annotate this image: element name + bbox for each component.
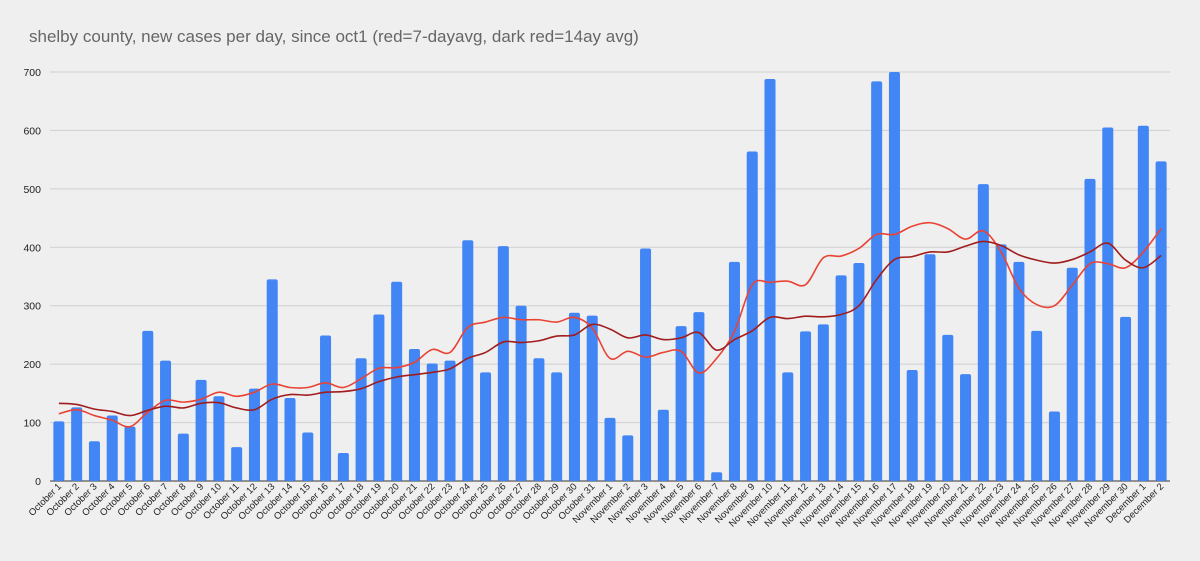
chart-title: shelby county, new cases per day, since … — [29, 27, 639, 46]
bar — [88, 441, 100, 481]
bar — [1048, 411, 1060, 481]
bar — [1120, 316, 1132, 481]
bar — [1066, 267, 1078, 481]
line-series — [58, 221, 1162, 428]
bar — [568, 312, 580, 481]
bar — [1031, 330, 1043, 481]
bar — [1013, 261, 1025, 481]
bar — [942, 334, 954, 481]
y-tick-label: 200 — [23, 359, 41, 371]
bar — [53, 421, 65, 481]
bar — [160, 360, 172, 481]
bar — [960, 374, 972, 481]
bar — [906, 369, 918, 481]
bar — [391, 281, 403, 481]
bar — [302, 432, 314, 481]
bar — [195, 379, 207, 481]
y-tick-label: 500 — [23, 184, 41, 196]
y-tick-label: 600 — [23, 125, 41, 137]
bar — [551, 372, 563, 481]
bar — [337, 452, 349, 481]
bar — [124, 426, 136, 481]
bar — [213, 396, 225, 481]
bar — [977, 184, 989, 481]
bar — [1084, 178, 1096, 481]
bar — [177, 433, 189, 481]
bar — [71, 407, 83, 481]
bar — [1102, 127, 1114, 481]
bar — [231, 447, 243, 481]
bar — [871, 81, 883, 481]
bar — [746, 151, 758, 481]
bar — [888, 72, 900, 481]
y-tick-label: 700 — [23, 67, 41, 79]
bar — [657, 409, 669, 481]
bar — [728, 261, 740, 481]
bar — [373, 314, 385, 481]
line-7-day-average — [58, 221, 1162, 428]
bar — [480, 372, 492, 481]
bar — [782, 372, 794, 481]
bar — [142, 330, 154, 481]
bar — [284, 398, 296, 481]
bar — [604, 417, 616, 481]
y-tick-label: 0 — [35, 476, 41, 488]
bar — [408, 348, 420, 481]
bar — [515, 305, 527, 481]
bar — [106, 415, 118, 481]
bar — [800, 331, 812, 481]
bar — [764, 79, 776, 482]
bar — [817, 324, 829, 481]
bar-series — [53, 72, 1167, 482]
y-tick-label: 400 — [23, 242, 41, 254]
bar — [1137, 125, 1149, 482]
bar — [924, 254, 936, 481]
bar — [426, 363, 438, 481]
bar — [248, 388, 260, 481]
bar — [320, 335, 332, 481]
bar — [835, 275, 847, 481]
bar — [1155, 161, 1167, 481]
bar — [622, 435, 634, 481]
bar — [995, 244, 1007, 481]
line-14-day-average — [58, 240, 1162, 417]
bar — [444, 360, 456, 481]
bar — [693, 312, 705, 481]
y-tick-label: 100 — [23, 418, 41, 430]
bar — [640, 248, 652, 481]
bar — [586, 315, 598, 481]
y-axis-ticks: 0 100 200 300 400 500 600 700 — [23, 67, 41, 488]
bar — [462, 240, 474, 481]
bar — [497, 246, 509, 481]
bar — [711, 472, 723, 481]
bar — [675, 326, 687, 481]
y-tick-label: 300 — [23, 301, 41, 313]
bar — [853, 263, 865, 481]
bar — [533, 358, 545, 481]
bar — [266, 279, 278, 481]
